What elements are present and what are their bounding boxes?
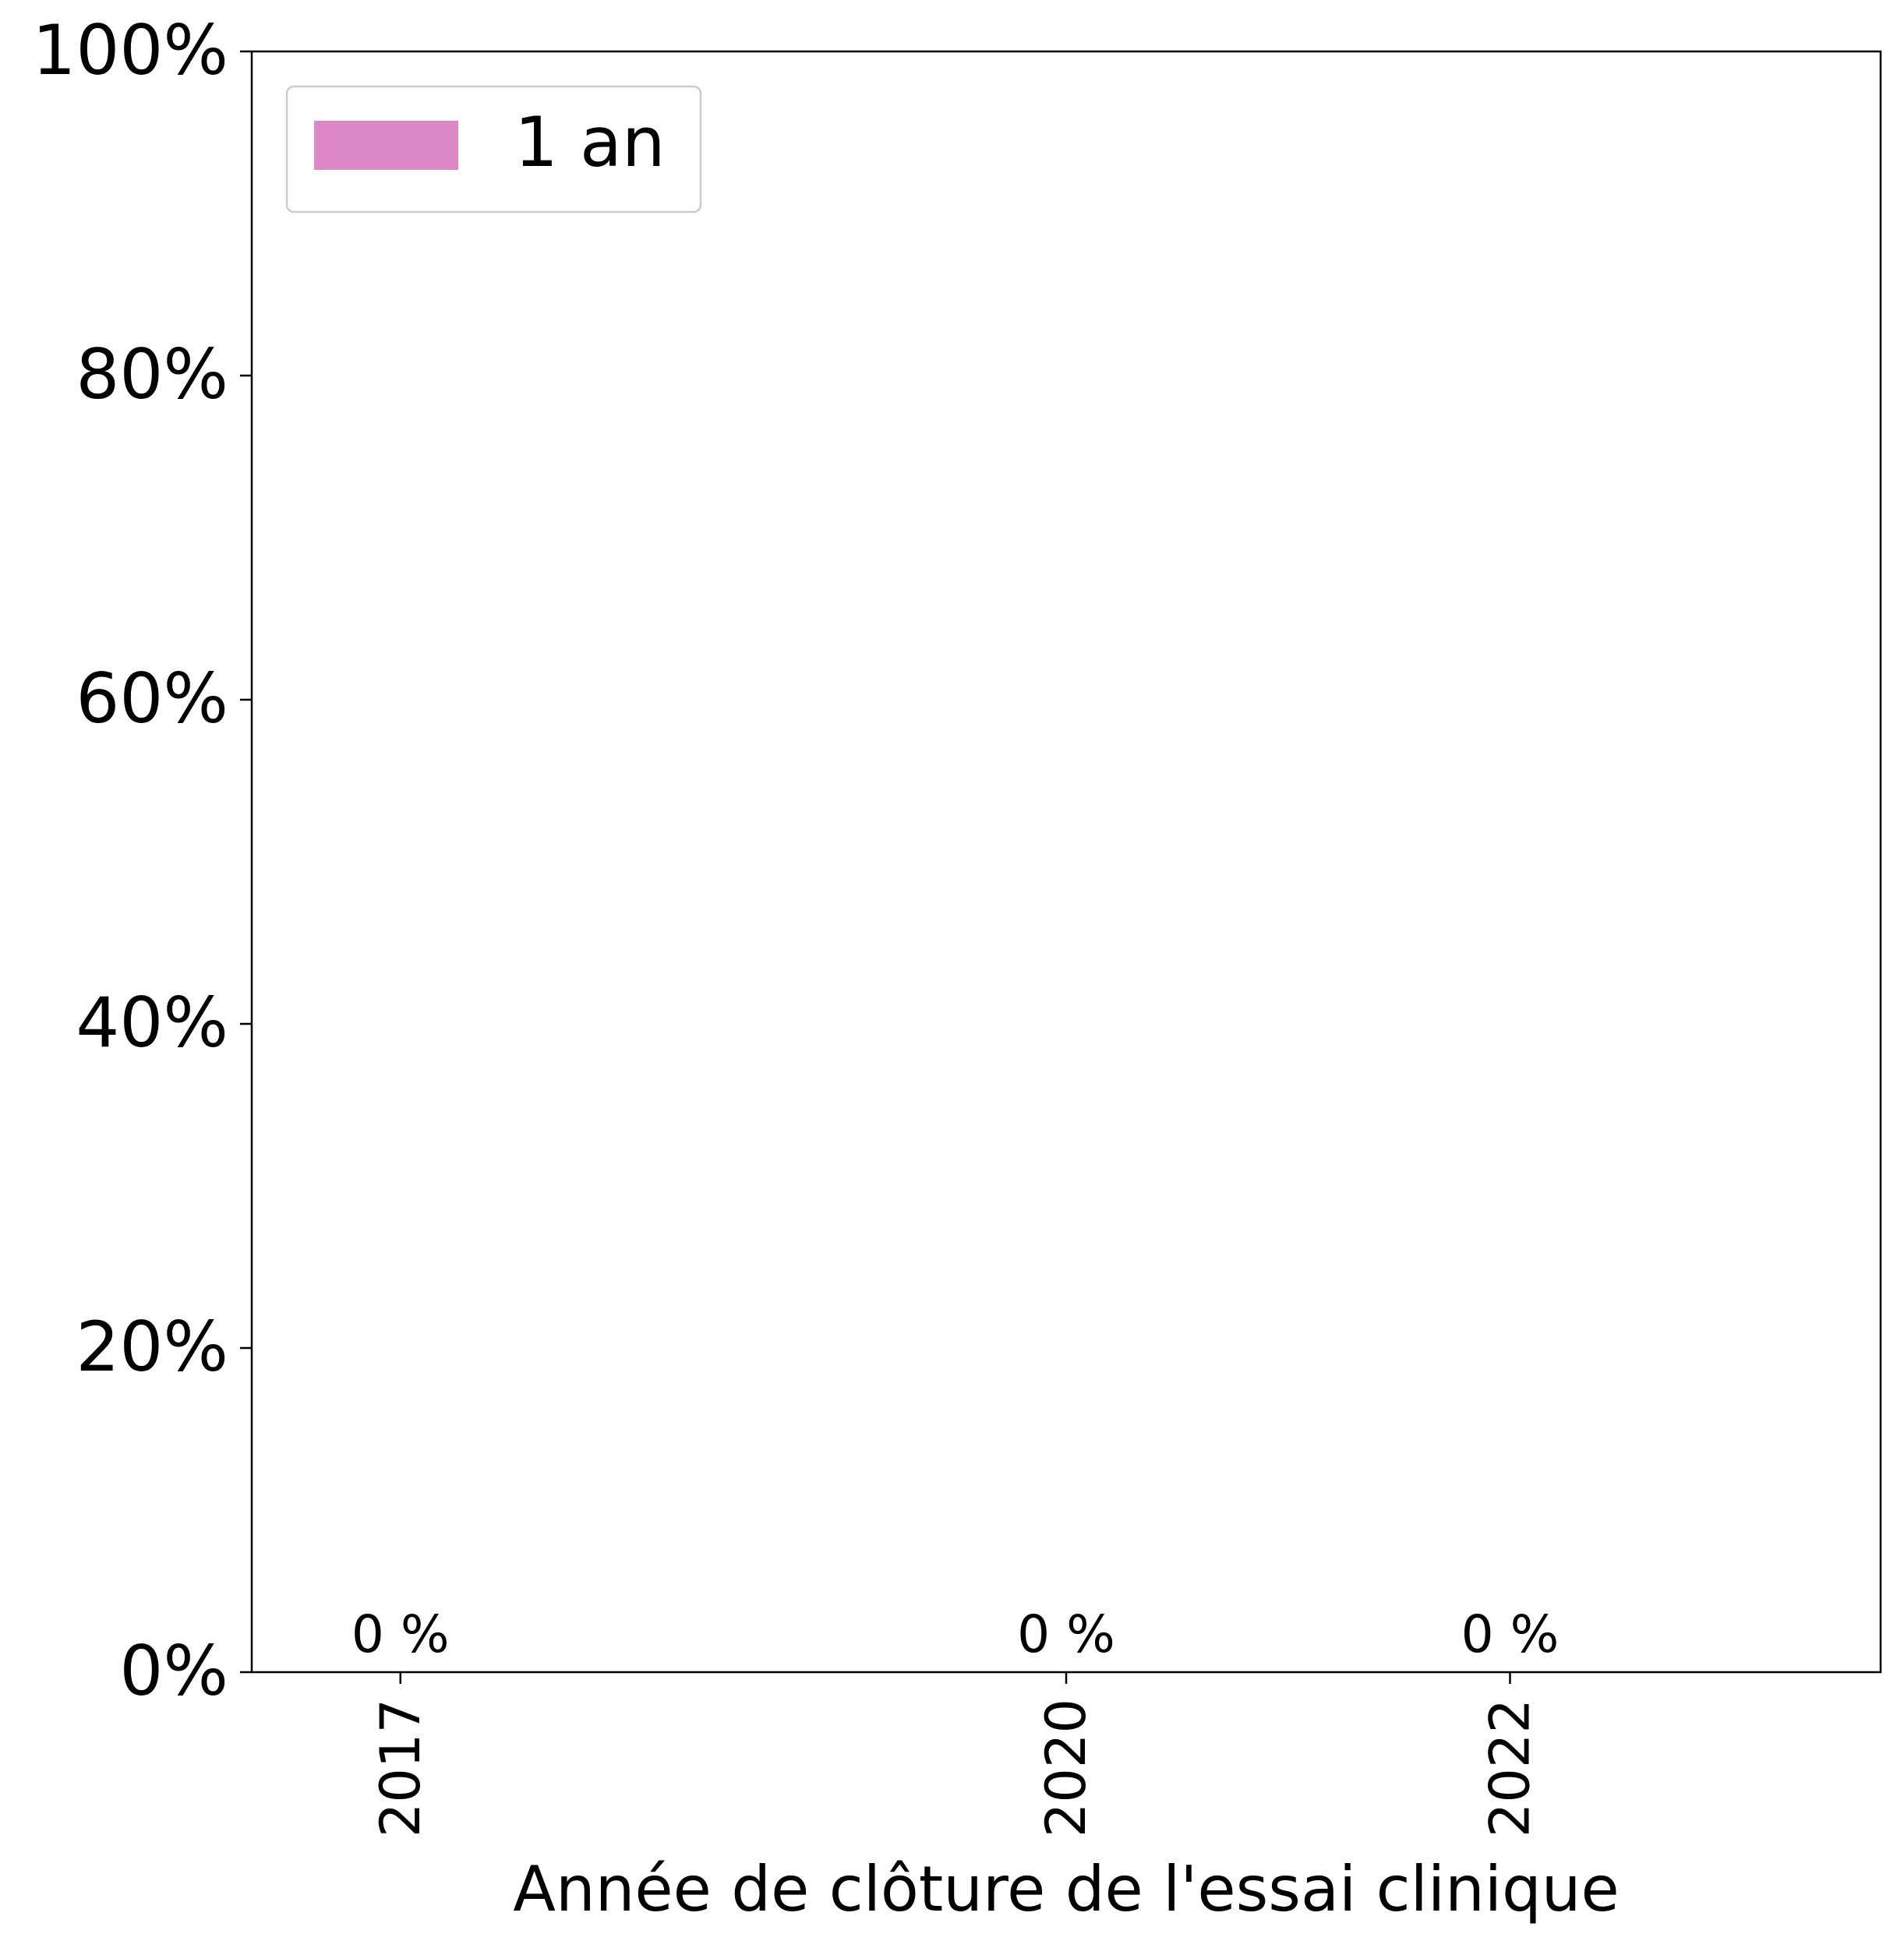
legend-swatch [314, 121, 458, 170]
x-axis-label: Année de clôture de l'essai clinique [513, 1853, 1619, 1925]
y-tick-label: 40% [76, 983, 228, 1063]
legend-frame [285, 85, 702, 213]
y-tick-label: 80% [76, 334, 228, 415]
legend: 1 an [285, 85, 702, 213]
bar-value-label: 0 % [351, 1604, 450, 1664]
x-tick-label: 2017 [369, 1699, 433, 1837]
x-tick-label: 2020 [1034, 1699, 1098, 1837]
y-tick-label: 100% [32, 10, 228, 90]
plot-area-frame [250, 50, 1882, 1674]
bar-value-label: 0 % [1017, 1604, 1115, 1664]
x-tick-label: 2022 [1478, 1699, 1542, 1837]
bar-value-label: 0 % [1461, 1604, 1560, 1664]
legend-label: 1 an [514, 102, 666, 182]
y-tick-label: 0% [119, 1631, 228, 1711]
y-tick-label: 60% [76, 658, 228, 739]
y-tick-label: 20% [76, 1307, 228, 1387]
